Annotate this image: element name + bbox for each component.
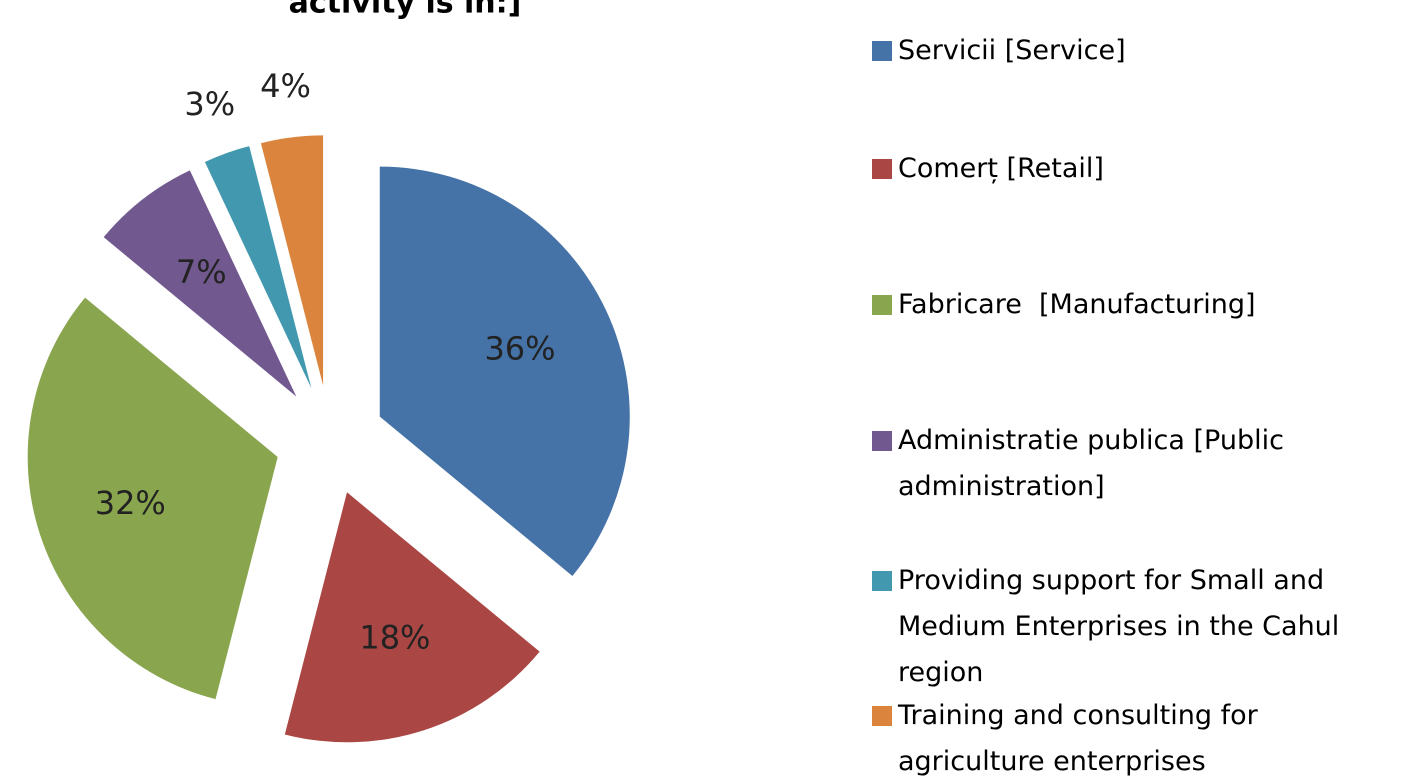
legend-label: Administratie publica [Public administra… <box>898 425 1293 502</box>
legend-label: Servicii [Service] <box>898 35 1126 66</box>
data-label: 7% <box>176 253 227 291</box>
legend-item: Servicii [Service] <box>872 28 1392 74</box>
data-label: 3% <box>184 85 235 123</box>
legend-item: Comerț [Retail] <box>872 146 1392 192</box>
data-label: 36% <box>484 330 555 368</box>
data-label: 32% <box>95 484 166 522</box>
legend-swatch <box>872 295 892 315</box>
legend-swatch <box>872 431 892 451</box>
data-label: 18% <box>359 619 430 657</box>
legend-item: Training and consulting for agriculture … <box>872 693 1392 777</box>
legend-item: Providing support for Small and Medium E… <box>872 558 1392 696</box>
legend-swatch <box>872 159 892 179</box>
pie-slice <box>204 146 312 389</box>
legend-item: Fabricare [Manufacturing] <box>872 282 1392 328</box>
data-label: 4% <box>260 67 311 105</box>
legend-swatch <box>872 706 892 726</box>
pie-slice <box>27 297 278 700</box>
legend-label: Training and consulting for agriculture … <box>898 700 1267 777</box>
pie-slice <box>379 166 630 576</box>
legend-label: Comerț [Retail] <box>898 153 1104 184</box>
pie-slice <box>103 170 297 397</box>
legend-swatch <box>872 41 892 61</box>
chart-title: activity is in:] <box>289 0 522 21</box>
legend-label: Providing support for Small and Medium E… <box>898 565 1348 688</box>
pie-slice <box>260 135 324 386</box>
legend-item: Administratie publica [Public administra… <box>872 418 1392 510</box>
legend-label: Fabricare [Manufacturing] <box>898 289 1256 320</box>
legend-swatch <box>872 571 892 591</box>
pie-slice <box>284 492 540 743</box>
